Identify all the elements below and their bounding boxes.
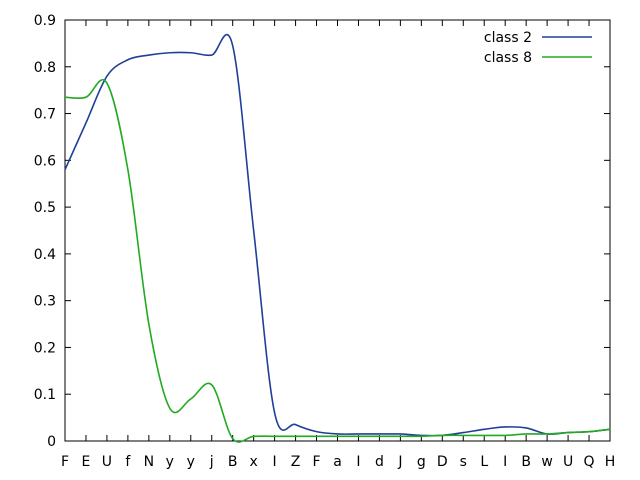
y-tick-label: 0.8 [34, 60, 56, 76]
x-tick-label: f [125, 454, 131, 470]
x-tick-label: U [102, 454, 112, 470]
x-tick-label: N [144, 454, 154, 470]
x-tick-label: I [273, 454, 277, 470]
y-tick-label: 0.3 [34, 294, 56, 310]
series-line-1 [64, 34, 611, 437]
y-tick-label: 0.5 [34, 200, 56, 216]
x-tick-label: J [397, 454, 402, 470]
x-tick-label: E [82, 454, 91, 470]
series-line-2 [64, 79, 611, 443]
x-tick-label: B [521, 454, 531, 470]
y-tick-label: 0.4 [34, 247, 56, 263]
x-tick-label: j [209, 454, 214, 470]
y-tick-label: 0.9 [34, 13, 56, 29]
x-tick-label: U [563, 454, 573, 470]
y-tick-label: 0.1 [34, 387, 56, 403]
x-tick-label: y [166, 454, 174, 470]
x-tick-label: D [437, 454, 448, 470]
legend-label: class 2 [484, 30, 532, 46]
x-tick-label: L [480, 454, 488, 470]
series-lines [64, 34, 611, 443]
y-tick-label: 0.7 [34, 107, 56, 123]
x-tick-label: I [503, 454, 507, 470]
x-tick-label: B [228, 454, 238, 470]
x-tick-label: F [313, 454, 321, 470]
legend: class 2 class 8 [484, 30, 592, 66]
x-tick-label: x [250, 454, 258, 470]
x-tick-label: I [356, 454, 360, 470]
y-tick-label: 0 [47, 434, 56, 450]
y-axis: 0 0.1 0.2 0.3 0.4 0.5 0.6 0.7 0.8 0.9 [34, 13, 610, 450]
x-tick-label: s [460, 454, 467, 470]
plot-frame [64, 19, 611, 442]
y-tick-label: 0.2 [34, 340, 56, 356]
x-tick-label: w [541, 454, 552, 470]
x-tick-label: F [61, 454, 69, 470]
x-tick-label: Q [584, 454, 595, 470]
legend-label: class 8 [484, 50, 532, 66]
x-tick-label: Z [291, 454, 301, 470]
x-tick-label: a [333, 454, 342, 470]
x-tick-label: y [187, 454, 195, 470]
x-tick-label: g [417, 454, 426, 470]
x-tick-label: d [375, 454, 384, 470]
y-tick-label: 0.6 [34, 153, 56, 169]
x-tick-label: H [605, 454, 616, 470]
